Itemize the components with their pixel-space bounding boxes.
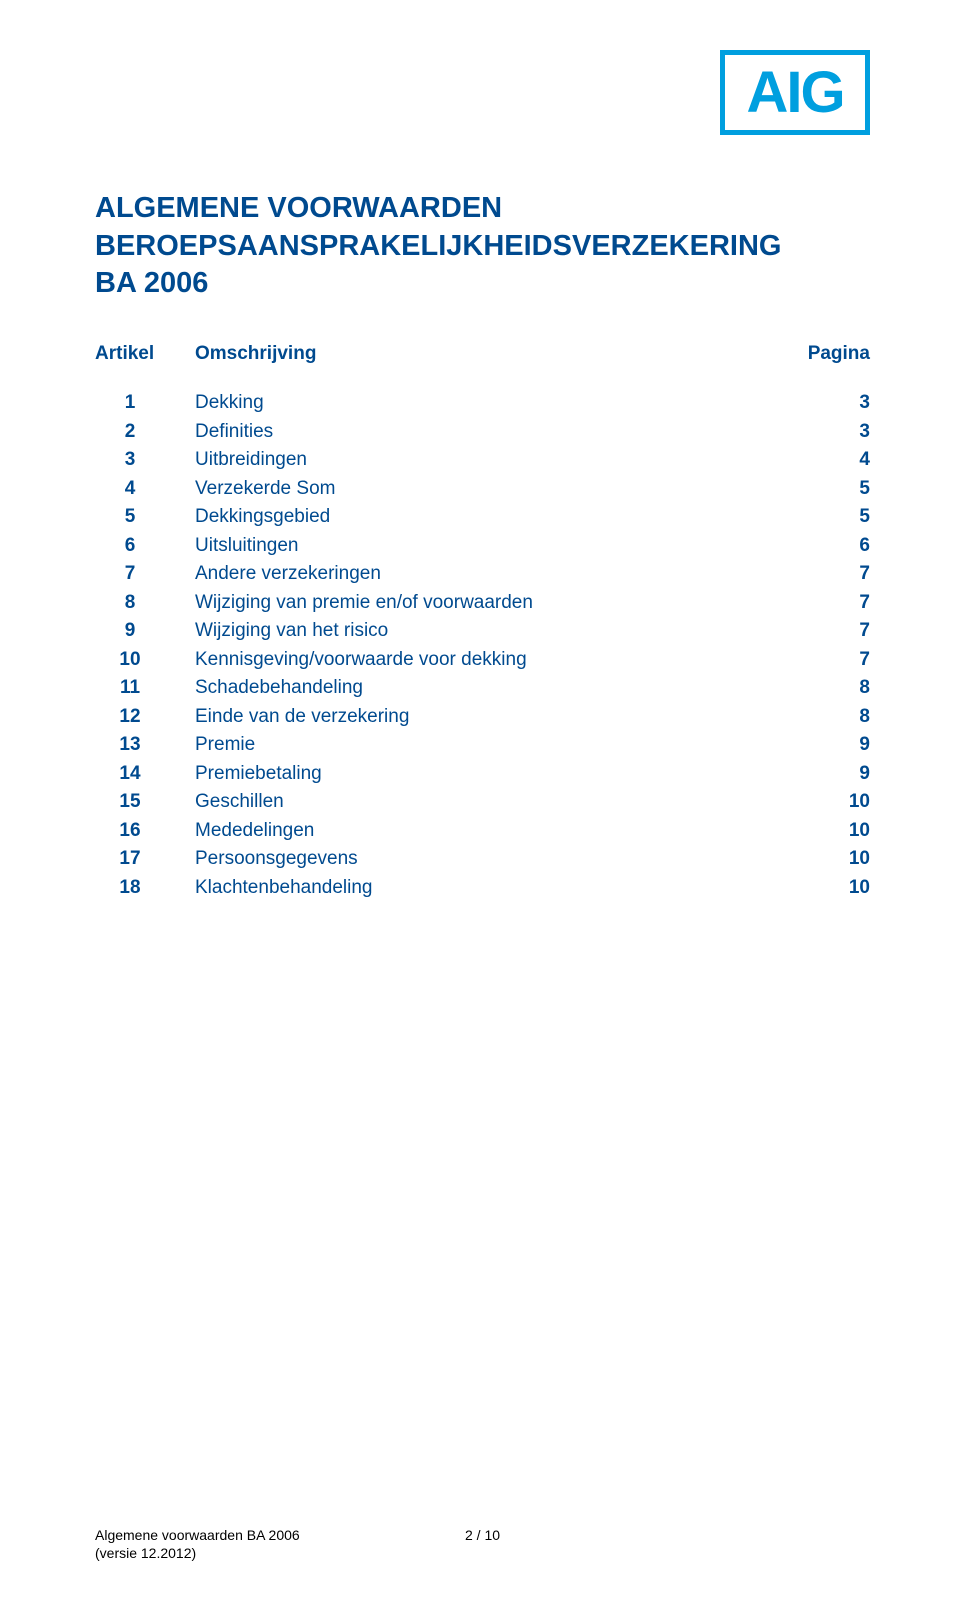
toc-row-number: 9: [95, 617, 195, 646]
toc-row-page: 4: [790, 446, 870, 475]
toc-row-page: 6: [790, 532, 870, 561]
toc-row: 14Premiebetaling9: [95, 760, 870, 789]
toc-row: 17Persoonsgegevens10: [95, 845, 870, 874]
toc-row-number: 12: [95, 703, 195, 732]
aig-logo-text: AIG: [746, 64, 843, 122]
toc-header-row: Artikel Omschrijving Pagina: [95, 343, 870, 365]
toc-row: 7Andere verzekeringen7: [95, 560, 870, 589]
toc-row-description: Uitbreidingen: [195, 446, 790, 475]
toc-row-page: 3: [790, 389, 870, 418]
toc-row-description: Dekkingsgebied: [195, 503, 790, 532]
toc-row-page: 3: [790, 418, 870, 447]
toc-row-description: Einde van de verzekering: [195, 703, 790, 732]
toc-row-description: Mededelingen: [195, 817, 790, 846]
toc-row-page: 9: [790, 760, 870, 789]
toc-row: 1Dekking3: [95, 389, 870, 418]
toc-row-page: 7: [790, 617, 870, 646]
title-line-1: ALGEMENE VOORWAARDEN: [95, 190, 870, 228]
toc-row-description: Klachtenbehandeling: [195, 874, 790, 903]
toc-row-number: 5: [95, 503, 195, 532]
toc-row-number: 1: [95, 389, 195, 418]
toc-row-description: Geschillen: [195, 788, 790, 817]
toc-row: 15Geschillen10: [95, 788, 870, 817]
document-page: AIG ALGEMENE VOORWAARDEN BEROEPSAANSPRAK…: [0, 0, 960, 1617]
toc-row-description: Schadebehandeling: [195, 674, 790, 703]
toc-row-number: 7: [95, 560, 195, 589]
toc-row-page: 10: [790, 845, 870, 874]
toc-row: 6Uitsluitingen6: [95, 532, 870, 561]
toc-row: 8Wijziging van premie en/of voorwaarden7: [95, 589, 870, 618]
aig-logo: AIG: [720, 50, 870, 135]
toc-header-pagina: Pagina: [790, 343, 870, 365]
toc-row-page: 8: [790, 674, 870, 703]
toc-row-number: 13: [95, 731, 195, 760]
toc-row-description: Andere verzekeringen: [195, 560, 790, 589]
toc-row-number: 11: [95, 674, 195, 703]
toc-row: 12Einde van de verzekering8: [95, 703, 870, 732]
toc-row-description: Uitsluitingen: [195, 532, 790, 561]
toc-row-description: Wijziging van premie en/of voorwaarden: [195, 589, 790, 618]
toc-row-description: Definities: [195, 418, 790, 447]
toc-row: 18Klachtenbehandeling10: [95, 874, 870, 903]
toc-row-description: Premie: [195, 731, 790, 760]
toc-row-description: Persoonsgegevens: [195, 845, 790, 874]
toc-row-description: Dekking: [195, 389, 790, 418]
toc-rows: 1Dekking32Definities33Uitbreidingen44Ver…: [95, 389, 870, 902]
toc-row-description: Premiebetaling: [195, 760, 790, 789]
toc-row: 11Schadebehandeling8: [95, 674, 870, 703]
toc-row-page: 10: [790, 817, 870, 846]
toc-row-page: 8: [790, 703, 870, 732]
toc-row-page: 5: [790, 475, 870, 504]
toc-header-omschrijving: Omschrijving: [195, 343, 790, 365]
toc-row-page: 7: [790, 589, 870, 618]
footer-version: (versie 12.2012): [95, 1544, 300, 1562]
toc-header-artikel: Artikel: [95, 343, 195, 365]
toc-row: 3Uitbreidingen4: [95, 446, 870, 475]
toc-row-number: 6: [95, 532, 195, 561]
toc-row: 10Kennisgeving/voorwaarde voor dekking7: [95, 646, 870, 675]
toc-row-number: 16: [95, 817, 195, 846]
toc-row-number: 17: [95, 845, 195, 874]
toc-row: 2Definities3: [95, 418, 870, 447]
toc-row-page: 9: [790, 731, 870, 760]
toc-row-page: 10: [790, 788, 870, 817]
toc-row-description: Verzekerde Som: [195, 475, 790, 504]
toc-row: 16Mededelingen10: [95, 817, 870, 846]
toc-row-page: 7: [790, 646, 870, 675]
toc-row: 13Premie9: [95, 731, 870, 760]
toc-row-number: 2: [95, 418, 195, 447]
toc-row: 9Wijziging van het risico7: [95, 617, 870, 646]
toc-row-number: 4: [95, 475, 195, 504]
toc-row: 4Verzekerde Som5: [95, 475, 870, 504]
footer-page-number: 2 / 10: [95, 1526, 870, 1544]
toc-row-description: Kennisgeving/voorwaarde voor dekking: [195, 646, 790, 675]
toc-row-number: 15: [95, 788, 195, 817]
document-title: ALGEMENE VOORWAARDEN BEROEPSAANSPRAKELIJ…: [95, 190, 870, 303]
page-footer: 2 / 10 Algemene voorwaarden BA 2006 (ver…: [95, 1526, 870, 1562]
toc-row-number: 14: [95, 760, 195, 789]
title-line-3: BA 2006: [95, 265, 870, 303]
toc-row-page: 10: [790, 874, 870, 903]
toc-row-number: 8: [95, 589, 195, 618]
toc-row-page: 5: [790, 503, 870, 532]
toc-row-description: Wijziging van het risico: [195, 617, 790, 646]
toc-row: 5Dekkingsgebied5: [95, 503, 870, 532]
toc-row-number: 18: [95, 874, 195, 903]
toc-row-number: 10: [95, 646, 195, 675]
toc-row-number: 3: [95, 446, 195, 475]
toc-row-page: 7: [790, 560, 870, 589]
title-line-2: BEROEPSAANSPRAKELIJKHEIDSVERZEKERING: [95, 228, 870, 266]
